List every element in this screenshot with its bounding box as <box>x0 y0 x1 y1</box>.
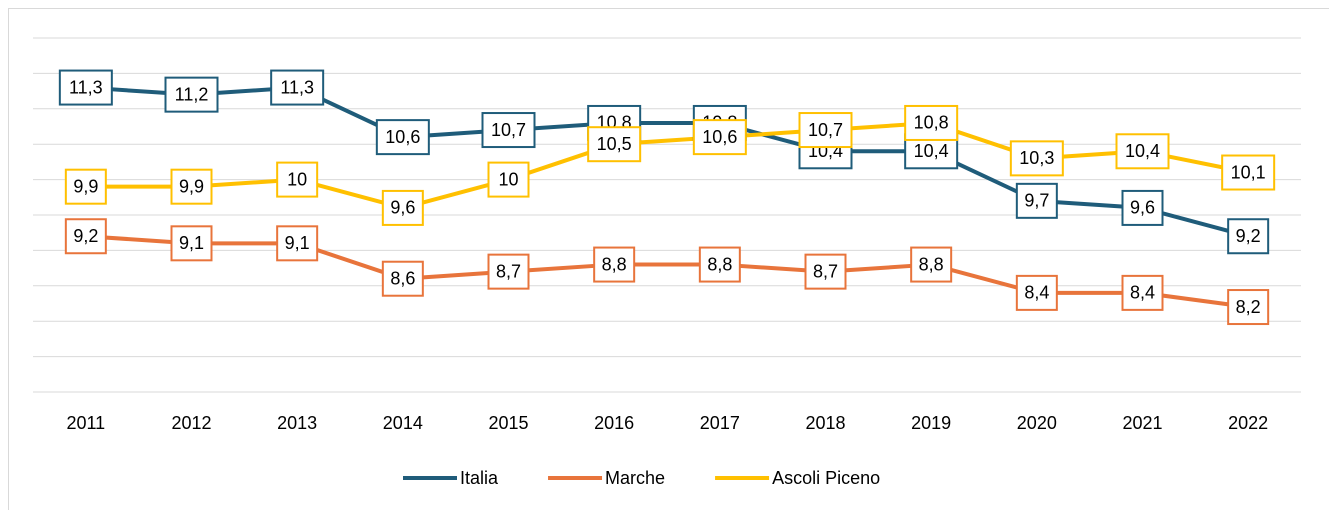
x-tick-label: 2021 <box>1122 413 1162 433</box>
x-tick-label: 2018 <box>805 413 845 433</box>
data-label-box <box>1015 274 1058 311</box>
series-line <box>85 120 1249 210</box>
data-label-box <box>381 189 424 226</box>
data-label-box <box>1121 189 1164 226</box>
data-label: 9,2 <box>73 226 98 246</box>
data-label: 9,7 <box>1024 191 1049 211</box>
data-label-box <box>487 253 530 290</box>
data-label: 9,6 <box>390 198 415 218</box>
data-label: 10,6 <box>702 127 737 147</box>
data-label-box <box>1121 274 1164 311</box>
legend-label: Ascoli Piceno <box>772 468 880 488</box>
data-label: 11,3 <box>280 77 314 97</box>
x-tick-label: 2012 <box>171 413 211 433</box>
data-label-box <box>375 119 430 156</box>
data-label-box <box>64 218 107 255</box>
data-label-box <box>804 253 847 290</box>
chart-border <box>8 8 1329 510</box>
data-label: 9,9 <box>179 176 204 196</box>
x-tick-label: 2020 <box>1017 413 1057 433</box>
x-tick-label: 2014 <box>383 413 423 433</box>
data-label: 8,8 <box>919 254 944 274</box>
data-label-box <box>276 225 319 262</box>
data-label: 8,6 <box>390 268 415 288</box>
data-label-box <box>270 69 325 106</box>
data-label: 8,2 <box>1236 297 1261 317</box>
data-label: 10 <box>498 169 518 189</box>
data-label-box <box>904 104 959 141</box>
data-label: 10,8 <box>914 113 949 133</box>
data-label: 10,6 <box>385 127 420 147</box>
x-tick-label: 2011 <box>66 413 105 433</box>
data-label-box <box>276 161 319 198</box>
data-label-box <box>798 112 853 149</box>
data-label-box <box>64 168 107 205</box>
x-tick-label: 2019 <box>911 413 951 433</box>
data-label: 10,5 <box>597 134 632 154</box>
data-label: 9,1 <box>179 233 204 253</box>
data-label: 9,1 <box>285 233 310 253</box>
data-label-box <box>692 119 747 156</box>
data-label-box <box>593 246 636 283</box>
data-label: 11,3 <box>69 77 103 97</box>
x-tick-label: 2022 <box>1228 413 1268 433</box>
data-label: 8,7 <box>496 261 521 281</box>
data-label-box <box>58 69 113 106</box>
data-label-box <box>381 260 424 297</box>
data-label: 10,4 <box>1125 141 1160 161</box>
data-label-box <box>487 161 530 198</box>
data-label-box <box>1221 154 1276 191</box>
legend-label: Marche <box>605 468 665 488</box>
series-line <box>85 234 1249 310</box>
data-label-box <box>910 246 953 283</box>
data-label-box <box>587 126 642 163</box>
x-tick-label: 2015 <box>488 413 528 433</box>
data-label: 9,6 <box>1130 198 1155 218</box>
data-label: 8,4 <box>1130 283 1155 303</box>
x-tick-label: 2016 <box>594 413 634 433</box>
data-label-box <box>1227 218 1270 255</box>
data-label-box <box>698 246 741 283</box>
data-label: 10 <box>287 169 307 189</box>
data-label-box <box>164 76 219 113</box>
data-label-box <box>170 225 213 262</box>
data-label: 10,7 <box>491 120 526 140</box>
data-label: 8,7 <box>813 261 838 281</box>
x-tick-label: 2017 <box>700 413 740 433</box>
data-label-box <box>170 168 213 205</box>
data-label-box <box>1009 140 1064 177</box>
data-label-box <box>1227 289 1270 326</box>
data-label-box <box>1115 133 1170 170</box>
legend-label: Italia <box>460 468 499 488</box>
series-line <box>85 85 1249 239</box>
data-label-box <box>481 112 536 149</box>
data-label: 9,2 <box>1236 226 1261 246</box>
data-label: 10,4 <box>914 141 949 161</box>
data-label: 10,1 <box>1231 162 1266 182</box>
data-label: 8,8 <box>602 254 627 274</box>
data-label: 10,7 <box>808 120 843 140</box>
data-label: 11,2 <box>175 84 209 104</box>
data-label: 10,3 <box>1019 148 1054 168</box>
data-label-box <box>1015 182 1058 219</box>
data-label: 9,9 <box>73 176 98 196</box>
data-label: 8,8 <box>707 254 732 274</box>
data-label: 8,4 <box>1024 283 1049 303</box>
x-tick-label: 2013 <box>277 413 317 433</box>
